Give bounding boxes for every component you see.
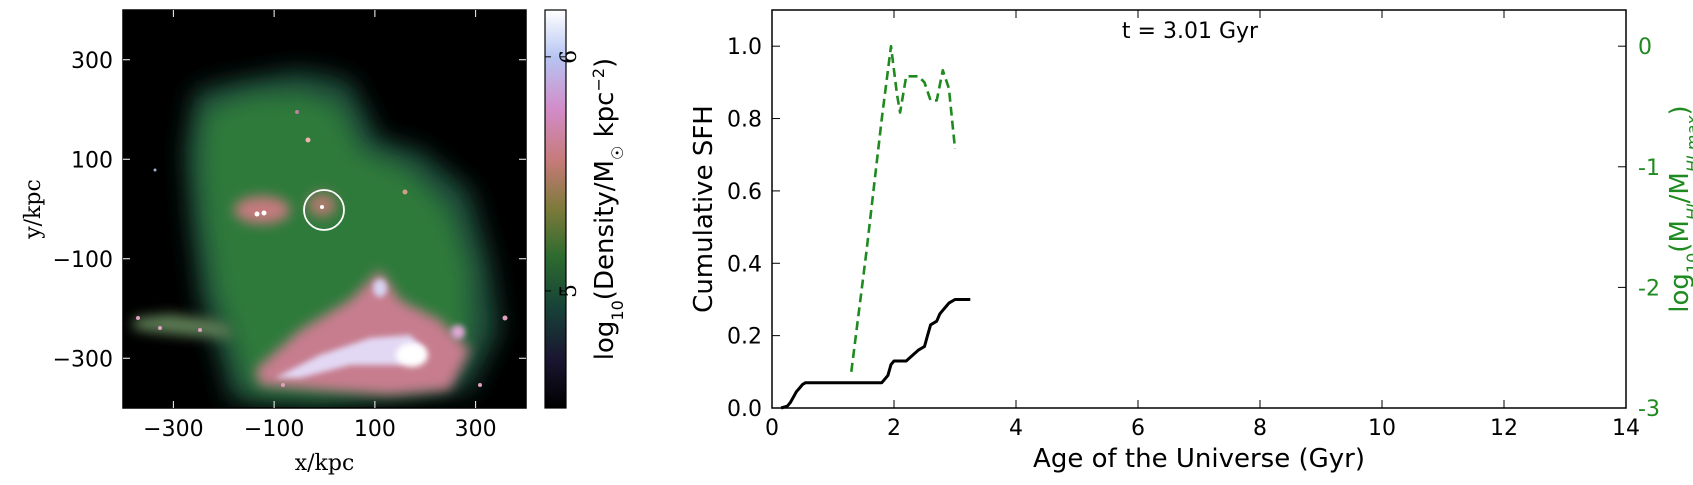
satellite-dot xyxy=(158,326,162,330)
colorbar: 56 log10(Density/M☉ kpc−2) xyxy=(544,9,627,409)
satellite-dot xyxy=(478,383,482,387)
x-tick-label: 8 xyxy=(1253,416,1267,441)
y-tick-label: 0.4 xyxy=(727,252,762,277)
y-tick-label: 100 xyxy=(71,148,113,173)
density-map-axes: −300 −100 100 300 −300 −100 100 300 x/kpc y/kpc xyxy=(21,10,526,476)
gas-tail-left xyxy=(132,314,232,338)
y2-tick-label: -3 xyxy=(1638,397,1660,422)
colorbar-ticks: 56 xyxy=(545,50,582,298)
sfh-axes: 0 2 4 6 8 10 12 14 0.0 0.2 0.4 0.6 0.8 1.0 -3 -2 -1 0 xyxy=(727,10,1660,441)
y-tick-label: −100 xyxy=(53,248,113,273)
y-tick-label: 300 xyxy=(71,49,113,74)
x-tick-label: 14 xyxy=(1612,416,1640,441)
satellite-dot xyxy=(402,189,408,195)
x-tick-label: 12 xyxy=(1490,416,1518,441)
satellite-dot xyxy=(198,328,202,332)
y-tick-label: 0.8 xyxy=(727,108,762,133)
y-tick-label: 1.0 xyxy=(727,35,762,60)
y2-tick-label: -2 xyxy=(1638,276,1660,301)
colorbar-label: log10(Density/M☉ kpc−2) xyxy=(589,58,627,360)
x-tick-label: −300 xyxy=(143,417,203,442)
satellite-dot xyxy=(502,315,508,321)
gas-clump-upper xyxy=(234,196,290,224)
gas-bright-streak xyxy=(275,335,425,378)
satellite-dot xyxy=(295,110,299,114)
x-tick-label: −100 xyxy=(244,417,304,442)
y-tick-label: 0.2 xyxy=(727,325,762,350)
satellite-dot xyxy=(320,205,324,209)
satellite-dot xyxy=(261,210,267,216)
sfh-series-layer xyxy=(780,44,971,410)
gas-bright-knot xyxy=(396,343,428,367)
y2-tick-label: -1 xyxy=(1638,156,1660,181)
satellite-dot xyxy=(281,383,285,387)
satellite-dot xyxy=(305,137,311,143)
sfh-y-axis-label: Cumulative SFH xyxy=(689,105,719,313)
x-tick-label: 300 xyxy=(455,417,497,442)
gas-knot-mid xyxy=(373,279,387,297)
colorbar-gradient xyxy=(544,9,567,409)
sfh-y2-axis-label: log10(MHI/MHI,max) xyxy=(1665,105,1693,312)
cumulative-sfh-series-line xyxy=(780,298,971,410)
x-tick-label: 10 xyxy=(1368,416,1396,441)
heatmap-y-axis-label: y/kpc xyxy=(21,179,46,240)
highlight-circle xyxy=(303,189,345,231)
x-tick-label: 100 xyxy=(354,417,396,442)
x-tick-label: 6 xyxy=(1131,416,1145,441)
colorbar-tick-label: 6 xyxy=(557,50,582,64)
sfh-x-axis-label: Age of the Universe (Gyr) xyxy=(1033,444,1365,474)
density-map-panel: −300 −100 100 300 −300 −100 100 300 x/kpc y/kpc xyxy=(21,9,527,476)
heatmap-x-axis-label: x/kpc xyxy=(295,451,355,476)
density-map-frame xyxy=(122,9,527,409)
x-tick-label: 2 xyxy=(887,416,901,441)
density-map-image xyxy=(132,70,508,405)
y2-tick-label: 0 xyxy=(1638,35,1652,60)
sfh-panel: 0 2 4 6 8 10 12 14 0.0 0.2 0.4 0.6 0.8 1.0 -3 -2 -1 0 t =… xyxy=(689,9,1693,474)
time-annotation: t = 3.01 Gyr xyxy=(1122,19,1259,44)
satellite-dot xyxy=(136,316,140,320)
gas-knot-right xyxy=(451,325,465,339)
y-tick-label: −300 xyxy=(53,347,113,372)
y-tick-label: 0.6 xyxy=(727,180,762,205)
y-tick-label: 0.0 xyxy=(727,397,762,422)
x-tick-label: 4 xyxy=(1009,416,1023,441)
colorbar-tick-label: 5 xyxy=(557,284,582,298)
x-tick-label: 0 xyxy=(765,416,779,441)
hi-mass-series-line xyxy=(850,44,957,372)
satellite-dot xyxy=(254,211,260,217)
sfh-plot-frame xyxy=(771,9,1627,409)
satellite-dot xyxy=(153,168,157,172)
